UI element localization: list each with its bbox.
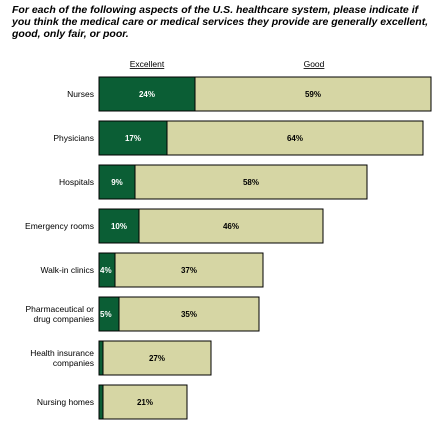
bar-good — [118, 296, 260, 332]
bar-good — [102, 340, 212, 376]
bar-good — [102, 384, 188, 420]
data-label-good: 46% — [223, 222, 239, 231]
category-label: Pharmaceutical or drug companies — [25, 304, 94, 324]
data-label-good: 58% — [243, 178, 259, 187]
data-label-good: 59% — [305, 90, 321, 99]
category-label: Physicians — [53, 133, 94, 143]
category-label: Nursing homes — [37, 397, 94, 407]
data-label-excellent: 24% — [139, 90, 155, 99]
data-label-excellent: 17% — [125, 134, 141, 143]
category-label: Walk-in clinics — [40, 265, 94, 275]
category-label: Nurses — [67, 89, 94, 99]
bar-good — [166, 120, 424, 156]
bar-excellent — [98, 340, 104, 376]
data-label-excellent: 9% — [111, 178, 123, 187]
category-label: Health insurance companies — [30, 348, 94, 368]
category-label: Emergency rooms — [25, 221, 94, 231]
bar-excellent — [98, 208, 140, 244]
bar-excellent — [98, 76, 196, 112]
category-label: Hospitals — [59, 177, 94, 187]
bar-good — [138, 208, 324, 244]
bar-good — [114, 252, 264, 288]
bar-excellent — [98, 384, 104, 420]
chart-title: For each of the following aspects of the… — [12, 4, 429, 40]
data-label-good: 27% — [149, 354, 165, 363]
data-label-good: 35% — [181, 310, 197, 319]
data-label-good: 21% — [137, 398, 153, 407]
data-label-excellent: 4% — [100, 266, 112, 275]
legend-excellent: Excellent — [130, 59, 165, 69]
data-label-excellent: 5% — [100, 310, 112, 319]
bar-excellent — [98, 164, 136, 200]
data-label-excellent: 10% — [111, 222, 127, 231]
legend-good: Good — [304, 59, 325, 69]
data-label-good: 64% — [287, 134, 303, 143]
bar-good — [134, 164, 368, 200]
bar-excellent — [98, 120, 168, 156]
bar-good — [194, 76, 432, 112]
data-label-good: 37% — [181, 266, 197, 275]
